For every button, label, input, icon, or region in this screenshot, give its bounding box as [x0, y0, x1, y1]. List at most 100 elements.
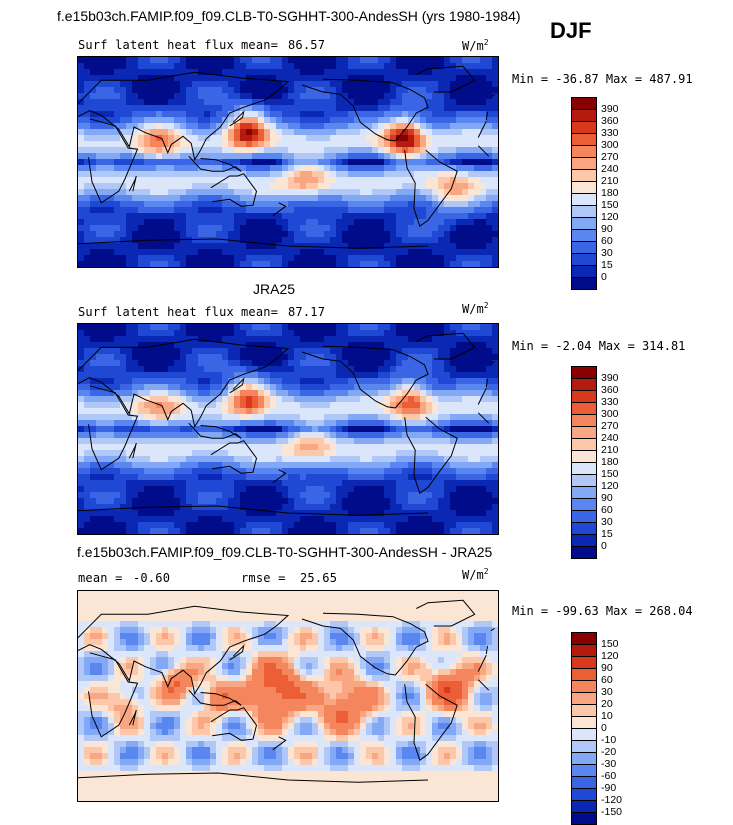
colorbar-label: 330: [601, 397, 619, 407]
colorbar-box: [572, 427, 596, 439]
colorbar-box: [572, 475, 596, 487]
map-field: [78, 324, 499, 535]
colorbar-box: [572, 657, 596, 669]
colorbar-box: [572, 801, 596, 813]
colorbar-box: [572, 218, 596, 230]
colorbar-box: [572, 415, 596, 427]
colorbar-box: [572, 242, 596, 254]
map-field: [78, 57, 499, 268]
panel1-min-max: Min = -36.87 Max = 487.91: [512, 72, 693, 86]
colorbar-label: 0: [601, 541, 607, 551]
colorbar-label: 120: [601, 481, 619, 491]
colorbar-box: [572, 122, 596, 134]
colorbar-box: [572, 254, 596, 266]
colorbar-label: 90: [601, 224, 613, 234]
colorbar-label: 270: [601, 152, 619, 162]
colorbar-box: [572, 278, 596, 289]
colorbar-label: 360: [601, 385, 619, 395]
panel2-colorbar: [571, 366, 597, 559]
colorbar-label: 15: [601, 529, 613, 539]
colorbar-label: 30: [601, 687, 613, 697]
colorbar-box: [572, 765, 596, 777]
colorbar-box: [572, 451, 596, 463]
colorbar-box: [572, 693, 596, 705]
colorbar-box: [572, 523, 596, 535]
colorbar-label: 150: [601, 200, 619, 210]
colorbar-box: [572, 753, 596, 765]
panel2-map: [77, 323, 499, 535]
panel2-mean-value: 87.17: [288, 305, 325, 319]
colorbar-box: [572, 499, 596, 511]
colorbar-label: 60: [601, 675, 613, 685]
colorbar-label: -60: [601, 771, 616, 781]
colorbar-box: [572, 182, 596, 194]
colorbar-label: -90: [601, 783, 616, 793]
colorbar-box: [572, 379, 596, 391]
colorbar-box: [572, 463, 596, 475]
colorbar-box: [572, 535, 596, 547]
panel2-unit: W/m2: [462, 301, 489, 316]
colorbar-box: [572, 633, 596, 645]
panel2-variable: Surf latent heat flux: [78, 305, 234, 319]
colorbar-label: 180: [601, 188, 619, 198]
colorbar-label: 90: [601, 493, 613, 503]
colorbar-box: [572, 266, 596, 278]
colorbar-label: -120: [601, 795, 622, 805]
colorbar-label: 180: [601, 457, 619, 467]
colorbar-box: [572, 487, 596, 499]
colorbar-label: 60: [601, 236, 613, 246]
colorbar-box: [572, 741, 596, 753]
colorbar-box: [572, 403, 596, 415]
colorbar-label: 15: [601, 260, 613, 270]
panel1-colorbar: [571, 97, 597, 290]
panel1-mean-label: mean=: [241, 38, 278, 52]
colorbar-box: [572, 98, 596, 110]
figure-title: f.e15b03ch.FAMIP.f09_f09.CLB-T0-SGHHT-30…: [57, 8, 521, 24]
colorbar-label: 60: [601, 505, 613, 515]
panel3-mean-value: -0.60: [133, 571, 170, 585]
colorbar-label: 300: [601, 140, 619, 150]
panel2-min-max: Min = -2.04 Max = 314.81: [512, 339, 685, 353]
colorbar-label: 20: [601, 699, 613, 709]
panel2-mean-label: mean=: [241, 305, 278, 319]
colorbar-box: [572, 511, 596, 523]
colorbar-label: 390: [601, 104, 619, 114]
panel3-map: [77, 590, 499, 802]
panel2-colorbar-boxes: [571, 366, 597, 559]
colorbar-label: -30: [601, 759, 616, 769]
colorbar-box: [572, 439, 596, 451]
colorbar-label: 30: [601, 248, 613, 258]
colorbar-label: 150: [601, 469, 619, 479]
colorbar-label: 90: [601, 663, 613, 673]
colorbar-box: [572, 110, 596, 122]
colorbar-label: -10: [601, 735, 616, 745]
colorbar-box: [572, 729, 596, 741]
colorbar-box: [572, 206, 596, 218]
colorbar-label: -20: [601, 747, 616, 757]
panel3-min-max: Min = -99.63 Max = 268.04: [512, 604, 693, 618]
panel1-mean-value: 86.57: [288, 38, 325, 52]
colorbar-label: 0: [601, 723, 607, 733]
panel3-title: f.e15b03ch.FAMIP.f09_f09.CLB-T0-SGHHT-30…: [77, 544, 492, 560]
colorbar-label: 120: [601, 651, 619, 661]
panel1-colorbar-boxes: [571, 97, 597, 290]
colorbar-label: 270: [601, 421, 619, 431]
panel1-unit: W/m2: [462, 38, 489, 53]
colorbar-box: [572, 134, 596, 146]
colorbar-box: [572, 230, 596, 242]
colorbar-box: [572, 813, 596, 824]
colorbar-label: 330: [601, 128, 619, 138]
colorbar-box: [572, 391, 596, 403]
colorbar-label: 150: [601, 639, 619, 649]
colorbar-label: 300: [601, 409, 619, 419]
colorbar-box: [572, 367, 596, 379]
panel3-rmse-label: rmse =: [241, 571, 286, 585]
colorbar-label: 240: [601, 433, 619, 443]
panel3-colorbar: [571, 632, 597, 825]
colorbar-box: [572, 170, 596, 182]
colorbar-label: 210: [601, 445, 619, 455]
colorbar-label: 120: [601, 212, 619, 222]
panel1-map: [77, 56, 499, 268]
map-field: [78, 591, 499, 802]
colorbar-box: [572, 681, 596, 693]
